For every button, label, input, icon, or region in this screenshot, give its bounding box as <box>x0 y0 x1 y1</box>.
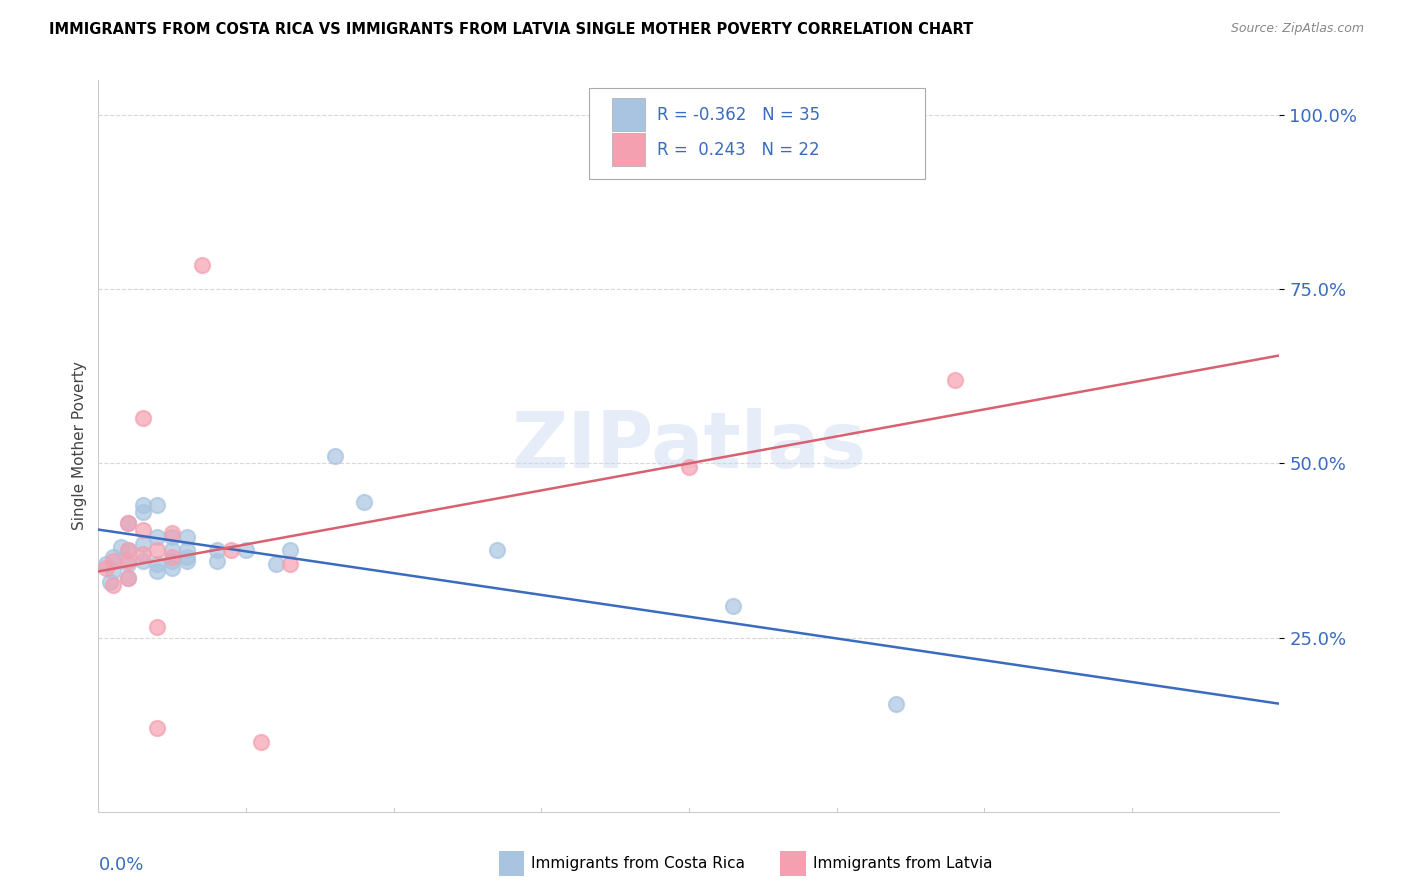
Point <box>162 530 183 544</box>
Point <box>132 505 155 519</box>
Point <box>132 498 155 512</box>
Bar <box>612 133 645 166</box>
Point <box>146 543 169 558</box>
Point <box>162 543 183 558</box>
Point <box>205 554 228 568</box>
Point <box>353 494 375 508</box>
Point <box>132 536 155 550</box>
Text: Immigrants from Costa Rica: Immigrants from Costa Rica <box>531 856 745 871</box>
Point <box>98 574 121 589</box>
Point <box>162 561 183 575</box>
Point <box>176 530 198 544</box>
Point <box>146 498 169 512</box>
Point <box>146 530 169 544</box>
Point <box>205 543 228 558</box>
Point <box>162 550 183 565</box>
Text: IMMIGRANTS FROM COSTA RICA VS IMMIGRANTS FROM LATVIA SINGLE MOTHER POVERTY CORRE: IMMIGRANTS FROM COSTA RICA VS IMMIGRANTS… <box>49 22 973 37</box>
Point <box>146 620 169 634</box>
Point <box>486 543 509 558</box>
Point <box>191 258 214 272</box>
Point <box>235 543 257 558</box>
Point <box>117 558 139 572</box>
Point <box>146 721 169 735</box>
Point <box>117 516 139 530</box>
Point <box>110 540 132 554</box>
Point <box>117 571 139 585</box>
Point <box>280 543 302 558</box>
Point <box>132 554 155 568</box>
Point <box>94 561 117 575</box>
Bar <box>612 98 645 131</box>
Point <box>103 550 125 565</box>
Point <box>176 550 198 565</box>
Point <box>678 459 700 474</box>
Text: Immigrants from Latvia: Immigrants from Latvia <box>813 856 993 871</box>
Point <box>103 578 125 592</box>
Point <box>146 565 169 579</box>
Point <box>723 599 745 614</box>
Point <box>132 523 155 537</box>
Point <box>176 554 198 568</box>
Point <box>94 558 117 572</box>
Y-axis label: Single Mother Poverty: Single Mother Poverty <box>72 361 87 531</box>
Text: R =  0.243   N = 22: R = 0.243 N = 22 <box>657 141 820 159</box>
Point <box>221 543 243 558</box>
Point <box>132 411 155 425</box>
Point <box>103 565 125 579</box>
Point <box>943 373 966 387</box>
Point <box>162 554 183 568</box>
Point <box>146 558 169 572</box>
Text: 0.0%: 0.0% <box>98 855 143 873</box>
Point <box>117 543 139 558</box>
FancyBboxPatch shape <box>589 87 925 179</box>
Point <box>117 516 139 530</box>
Text: ZIPatlas: ZIPatlas <box>512 408 866 484</box>
Point <box>250 735 273 749</box>
Point <box>117 543 139 558</box>
Point <box>132 547 155 561</box>
Point <box>117 571 139 585</box>
Point <box>280 558 302 572</box>
Point <box>117 554 139 568</box>
Text: R = -0.362   N = 35: R = -0.362 N = 35 <box>657 105 820 124</box>
Point <box>884 697 907 711</box>
Point <box>176 543 198 558</box>
Text: Source: ZipAtlas.com: Source: ZipAtlas.com <box>1230 22 1364 36</box>
Point <box>323 450 346 464</box>
Point <box>264 558 287 572</box>
Point <box>103 554 125 568</box>
Point <box>162 526 183 541</box>
